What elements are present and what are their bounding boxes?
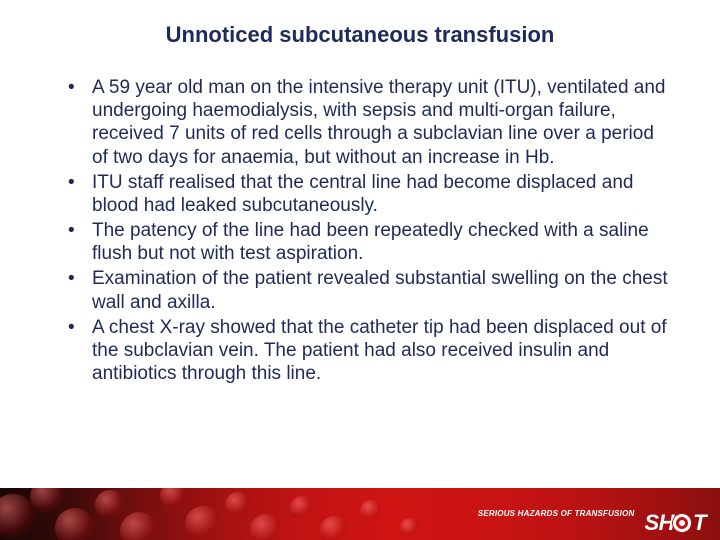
logo-text-left: SH: [644, 512, 674, 534]
footer-tagline: SERIOUS HAZARDS OF TRANSFUSION: [478, 509, 635, 518]
bullet-item: A chest X-ray showed that the catheter t…: [68, 316, 670, 386]
shot-logo: SH T: [644, 512, 706, 534]
bullet-item: A 59 year old man on the intensive thera…: [68, 76, 670, 169]
slide-content: A 59 year old man on the intensive thera…: [0, 58, 720, 488]
footer-right: SERIOUS HAZARDS OF TRANSFUSION SH T: [478, 512, 706, 534]
bullet-item: The patency of the line had been repeate…: [68, 219, 670, 265]
slide-title: Unnoticed subcutaneous transfusion: [0, 0, 720, 58]
bullet-list: A 59 year old man on the intensive thera…: [68, 76, 670, 385]
bullet-item: Examination of the patient revealed subs…: [68, 267, 670, 313]
slide: Unnoticed subcutaneous transfusion A 59 …: [0, 0, 720, 540]
target-icon: [672, 513, 692, 533]
footer-banner: SERIOUS HAZARDS OF TRANSFUSION SH T: [0, 488, 720, 540]
bullet-item: ITU staff realised that the central line…: [68, 171, 670, 217]
logo-text-right: T: [693, 512, 706, 534]
